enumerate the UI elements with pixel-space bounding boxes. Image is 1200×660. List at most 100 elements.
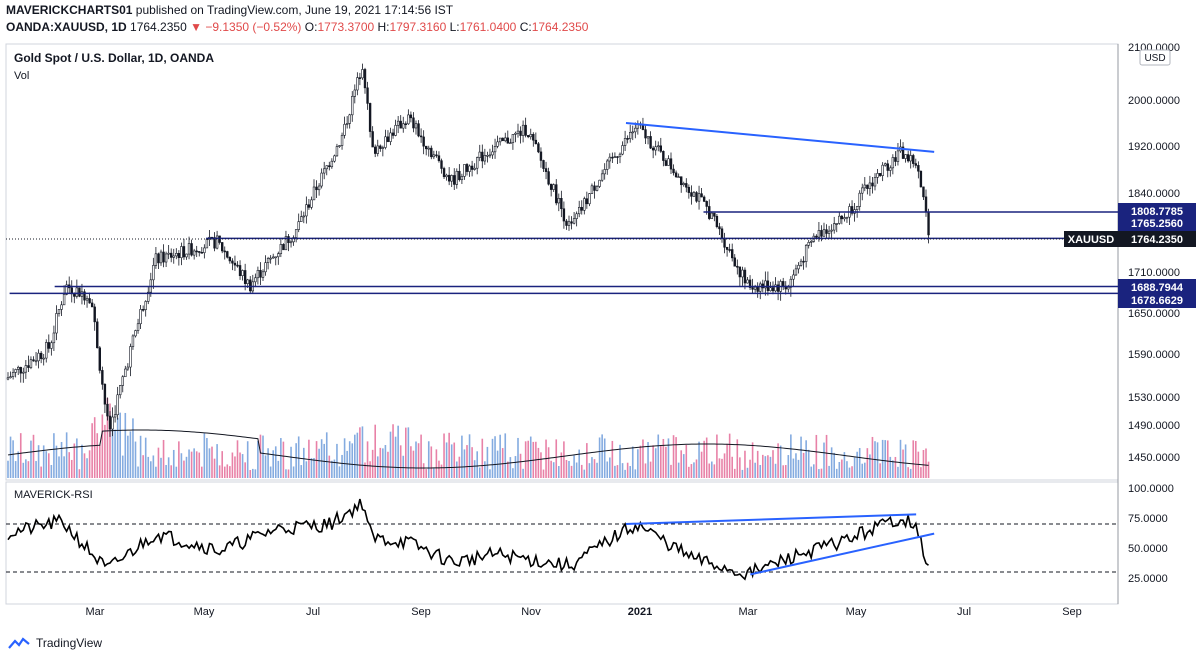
volume-bar — [728, 433, 731, 478]
candle-body — [861, 187, 864, 194]
volume-bar — [815, 434, 818, 478]
volume-bar — [527, 440, 529, 478]
volume-bar — [848, 467, 851, 478]
candle-body — [889, 167, 892, 171]
candle-body — [560, 198, 563, 210]
candle-body — [246, 279, 249, 284]
volume-bar — [517, 437, 519, 478]
candle-body — [32, 359, 35, 362]
volume-bar — [65, 432, 68, 478]
candle-body — [667, 158, 670, 166]
candle-body — [52, 332, 56, 344]
high-value: 1797.3160 — [389, 20, 447, 34]
candle-body — [894, 157, 897, 162]
candle-body — [310, 199, 313, 208]
candle-body — [473, 167, 476, 170]
volume-bar — [338, 466, 341, 478]
volume-bar — [504, 433, 507, 478]
volume-bar — [920, 467, 922, 478]
candle-body — [111, 416, 114, 430]
volume-bar — [654, 448, 657, 478]
volume-bar — [305, 461, 308, 478]
volume-bar — [371, 449, 374, 478]
candle-body — [679, 176, 683, 186]
candle-body — [682, 183, 685, 186]
candle-body — [231, 260, 234, 264]
candle-body — [705, 201, 708, 207]
x-tick-label: Sep — [411, 606, 431, 618]
volume-bar — [282, 441, 285, 478]
publish-line: MAVERICKCHARTS01 published on TradingVie… — [6, 3, 453, 17]
candle-body — [11, 372, 15, 377]
volume-bar — [206, 438, 208, 478]
volume-bar — [374, 424, 376, 478]
candle-body — [226, 251, 229, 258]
volume-bar — [267, 448, 269, 478]
candle-body — [774, 284, 777, 292]
candle-body — [713, 212, 716, 217]
volume-bar — [634, 469, 637, 478]
candle-body — [427, 147, 430, 150]
volume-bar — [274, 446, 277, 478]
volume-bar — [800, 436, 802, 478]
volume-bar — [195, 451, 198, 478]
volume-bar — [443, 433, 445, 478]
candle-body — [715, 215, 719, 228]
price-tick-label: 1530.0000 — [1128, 392, 1180, 404]
candle-body — [919, 170, 923, 188]
volume-bar — [361, 426, 364, 478]
volume-bars — [7, 397, 930, 478]
candle-body — [373, 146, 377, 154]
candle-body — [669, 158, 673, 170]
volume-bar — [723, 453, 726, 478]
price-tag-label: 1678.6629 — [1131, 295, 1183, 307]
candle-body — [101, 370, 104, 385]
candle-body — [866, 184, 869, 189]
volume-bar — [150, 461, 152, 478]
candle-body — [348, 114, 351, 124]
x-tick-label: 2021 — [628, 606, 652, 618]
volume-bar — [624, 469, 626, 478]
volume-bar — [688, 466, 690, 478]
candle-body — [154, 253, 158, 266]
candle-body — [338, 145, 341, 147]
volume-bar — [415, 441, 417, 478]
volume-bar — [152, 455, 155, 478]
candle-body — [567, 221, 571, 226]
volume-bar — [802, 452, 805, 478]
candle-body — [391, 132, 395, 136]
volume-bar — [871, 436, 874, 478]
volume-bar — [40, 466, 42, 478]
volume-bar — [565, 460, 568, 478]
candle-body — [493, 145, 497, 153]
volume-bar — [637, 449, 639, 478]
candle-body — [753, 286, 757, 290]
volume-bar — [420, 434, 422, 478]
volume-bar — [359, 427, 361, 478]
candle-body — [170, 252, 173, 258]
tradingview-footer[interactable]: TradingView — [8, 636, 102, 650]
volume-bar — [427, 441, 430, 478]
volume-bar — [588, 463, 591, 478]
volume-bar — [609, 457, 611, 478]
candle-body — [29, 359, 33, 368]
candle-body — [649, 136, 652, 149]
price-change: −9.1350 (−0.52%) — [205, 20, 302, 34]
candle-body — [832, 223, 836, 231]
candle-body — [381, 147, 385, 149]
volume-bar — [779, 445, 782, 478]
volume-bar — [922, 449, 925, 478]
volume-bar — [7, 460, 9, 478]
price-trendline — [625, 122, 935, 153]
volume-bar — [114, 429, 116, 478]
symbol-label: OANDA:XAUUSD, 1D — [6, 20, 127, 34]
volume-bar — [262, 435, 264, 478]
volume-bar — [160, 457, 162, 478]
candle-body — [529, 134, 532, 138]
candle-body — [259, 269, 262, 278]
volume-bar — [333, 459, 336, 478]
candle-body — [728, 249, 731, 251]
volume-bar — [902, 449, 904, 478]
